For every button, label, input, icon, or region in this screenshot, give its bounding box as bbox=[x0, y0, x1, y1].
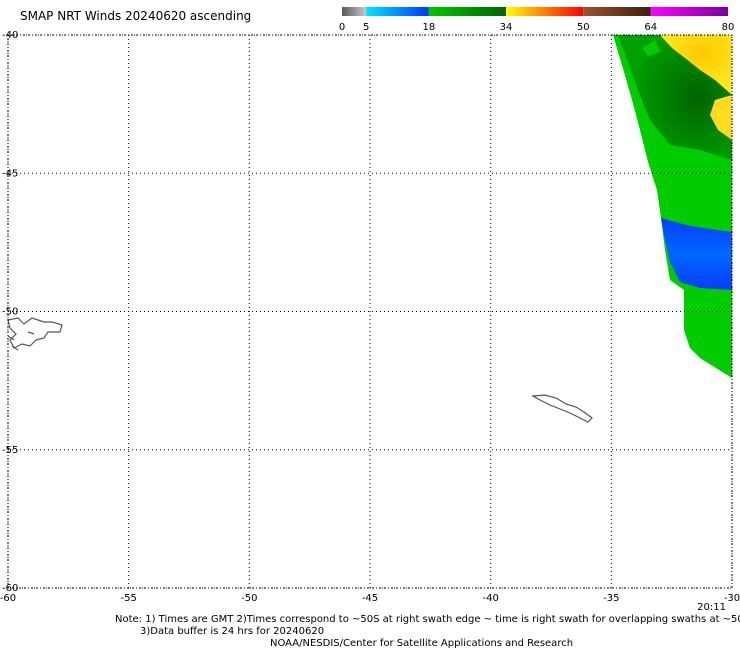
yellow-high-wind bbox=[660, 35, 732, 95]
lon-tick-label: -40 bbox=[482, 593, 498, 604]
colorbar-segment-5 bbox=[650, 7, 728, 16]
wind-swath bbox=[613, 35, 732, 378]
colorbar-tick-label: 34 bbox=[500, 22, 513, 33]
colorbar-tick-label: 5 bbox=[363, 22, 369, 33]
lat-tick-label: -40 bbox=[2, 30, 18, 41]
lon-tick-label: -30 bbox=[724, 593, 740, 604]
south-georgia bbox=[531, 394, 593, 423]
map-title: SMAP NRT Winds 20240620 ascending bbox=[20, 9, 252, 23]
swath-time-label: 20:11 bbox=[697, 602, 726, 613]
colorbar-segment-3 bbox=[506, 7, 584, 16]
lon-tick-label: -60 bbox=[0, 593, 16, 604]
blue-low-wind bbox=[661, 218, 732, 290]
falkland-islands bbox=[7, 317, 63, 349]
lon-axis: -60 -55 -50 -45 -40 -35 -30 bbox=[0, 593, 740, 604]
colorbar: 0 5 18 34 50 64 80 bbox=[339, 7, 735, 33]
note-line-2: 3)Data buffer is 24 hrs for 20240620 bbox=[140, 626, 325, 637]
colorbar-segment-0 bbox=[342, 7, 367, 16]
lon-tick-label: -50 bbox=[241, 593, 257, 604]
lon-tick-label: -55 bbox=[120, 593, 136, 604]
wind-map: 0 5 18 34 50 64 80 -60 -55 -50 -45 -40 -35 -30 -40-4… bbox=[0, 7, 740, 613]
lon-tick-label: -35 bbox=[603, 593, 619, 604]
colorbar-segment-1 bbox=[366, 7, 429, 16]
lat-tick-label: -55 bbox=[2, 445, 18, 456]
colorbar-tick-label: 50 bbox=[577, 22, 590, 33]
colorbar-tick-label: 18 bbox=[422, 22, 435, 33]
falkland-detail bbox=[7, 331, 35, 351]
colorbar-tick-label: 80 bbox=[722, 22, 735, 33]
land-outlines bbox=[7, 317, 593, 423]
colorbar-tick-label: 0 bbox=[339, 22, 345, 33]
lon-tick-label: -45 bbox=[362, 593, 378, 604]
lat-tick-label: -45 bbox=[2, 168, 18, 179]
map-frame bbox=[7, 34, 733, 589]
colorbar-tick-label: 64 bbox=[644, 22, 657, 33]
colorbar-segment-4 bbox=[583, 7, 651, 16]
graticule bbox=[7, 34, 733, 589]
green-hole bbox=[642, 40, 660, 56]
lat-axis: -40 -45 -50 -55 -60 bbox=[2, 30, 18, 594]
lat-tick-label: -50 bbox=[2, 307, 18, 318]
lat-tick-label: -60 bbox=[2, 583, 18, 594]
note-line-1: Note: 1) Times are GMT 2)Times correspon… bbox=[115, 614, 740, 625]
colorbar-segment-2 bbox=[428, 7, 507, 16]
note-line-3: NOAA/NESDIS/Center for Satellite Applica… bbox=[270, 638, 574, 649]
yellow-patch-east bbox=[710, 95, 732, 140]
